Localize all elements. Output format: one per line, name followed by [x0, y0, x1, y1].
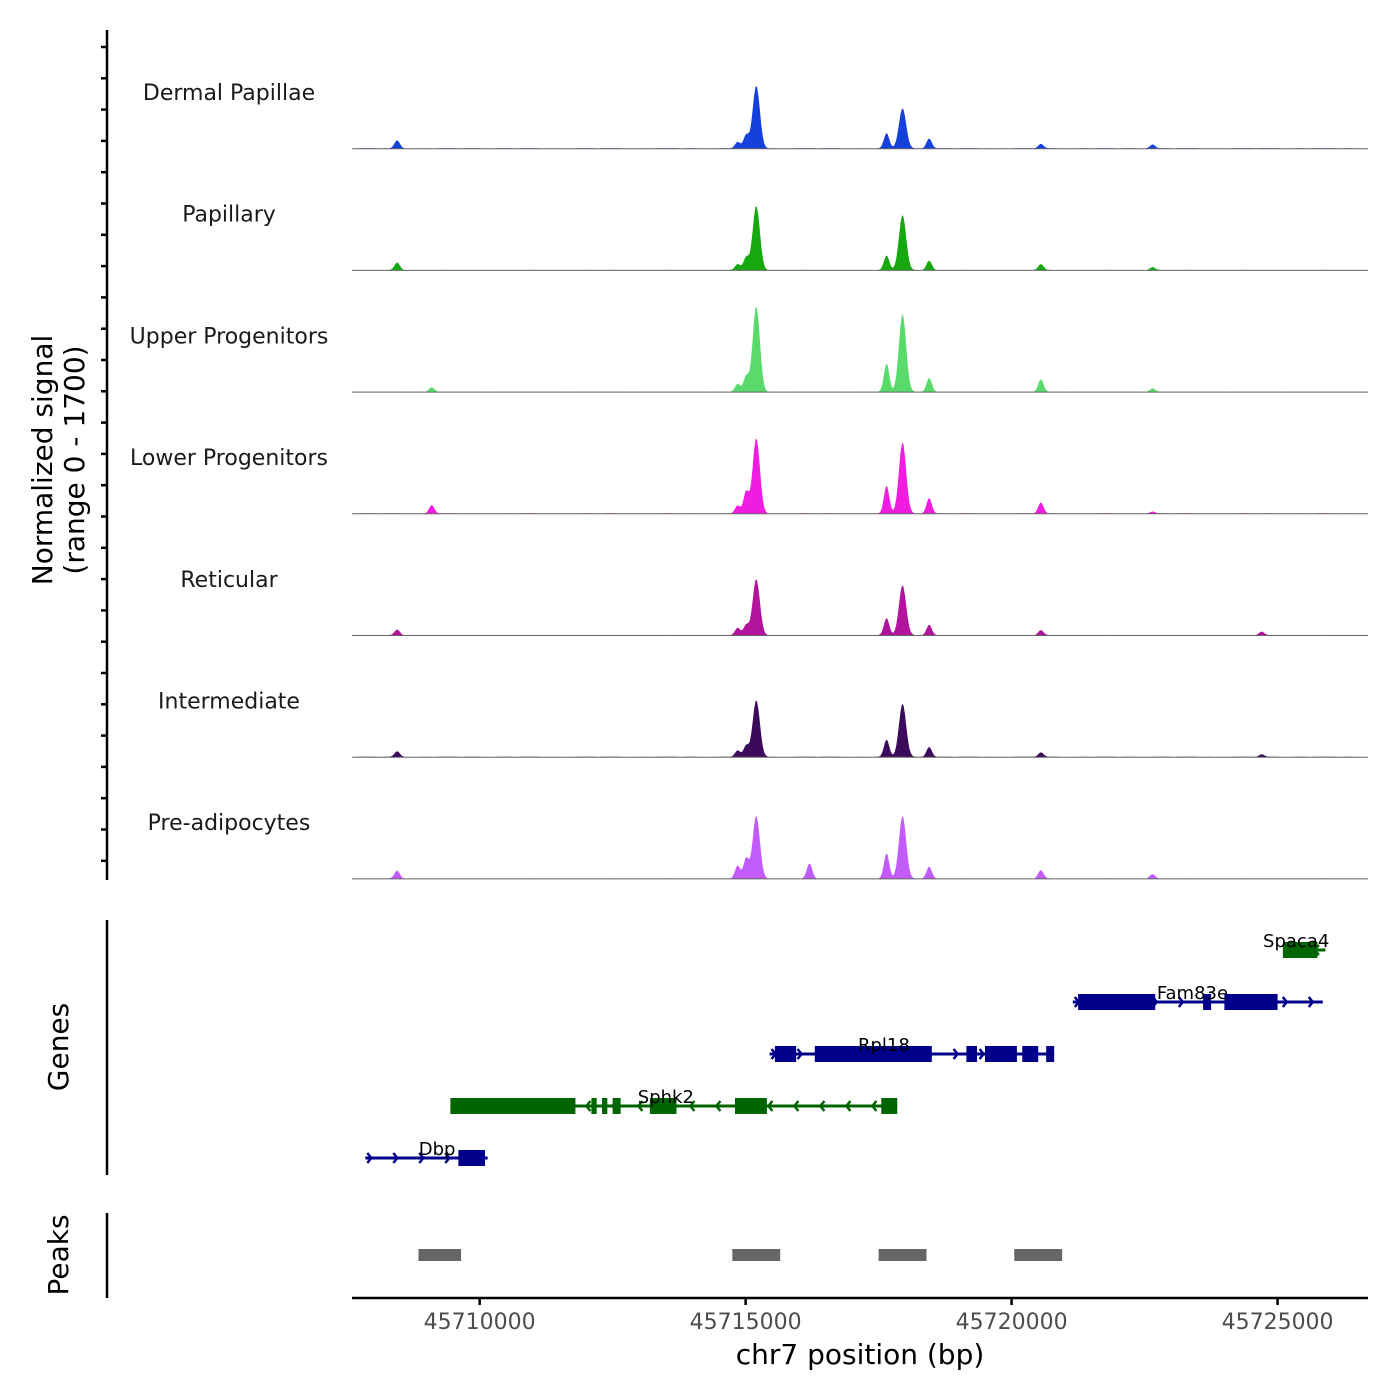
coverage-area: [352, 439, 1368, 514]
gene-spaca4: Spaca4: [1263, 931, 1329, 958]
gene-exon: [612, 1098, 621, 1114]
strand-arrow: [584, 1100, 592, 1112]
coverage-tracks: Dermal Papillae Papillary Upper Progenitor…: [130, 81, 1368, 880]
peaks-panel-title: Peaks: [42, 1214, 75, 1295]
gene-label: Sphk2: [638, 1087, 694, 1108]
y-axis-title-line2: (range 0 - 1700): [58, 345, 91, 574]
peak-region: [1014, 1249, 1063, 1261]
x-tick-label: 45725000: [1222, 1310, 1334, 1335]
track-reticular: Reticular: [180, 568, 1368, 636]
strand-arrow: [870, 1100, 878, 1112]
peak-region: [418, 1249, 462, 1261]
strand-arrow: [1307, 996, 1315, 1008]
strand-arrow: [688, 1100, 696, 1112]
strand-arrow: [1177, 996, 1185, 1008]
track-label: Intermediate: [158, 690, 300, 715]
gene-fam83e: Fam83e: [1072, 983, 1323, 1010]
gene-exon: [1203, 994, 1212, 1010]
gene-label: Fam83e: [1157, 983, 1228, 1004]
gene-exon: [649, 1098, 677, 1114]
track-label: Dermal Papillae: [143, 81, 315, 106]
gene-label: Spaca4: [1263, 931, 1329, 952]
gene-rpl18: Rpl18: [769, 1035, 1055, 1062]
coverage-area: [352, 700, 1368, 758]
coverage-area: [352, 86, 1368, 149]
x-tick-label: 45715000: [690, 1310, 802, 1335]
gene-exon: [1224, 994, 1278, 1010]
gene-exon: [966, 1046, 978, 1062]
x-tick-label: 45720000: [956, 1310, 1068, 1335]
strand-arrow: [796, 1048, 804, 1060]
gene-exon: [591, 1098, 597, 1114]
genes-panel-title-text: Genes: [42, 1003, 75, 1091]
gene-exon: [450, 1098, 576, 1114]
gene-exon: [1046, 1046, 1055, 1062]
track-label: Pre-adipocytes: [148, 811, 311, 836]
strand-arrow: [844, 1100, 852, 1112]
gene-label: Dbp: [419, 1139, 456, 1160]
gene-exon: [1282, 942, 1318, 958]
x-tick-label: 45710000: [424, 1310, 536, 1335]
gene-exon: [1022, 1046, 1039, 1062]
x-axis-title: chr7 position (bp): [736, 1338, 985, 1371]
gene-exon: [734, 1098, 767, 1114]
y-axis-title: Normalized signal: [26, 335, 59, 586]
strand-arrow: [978, 1048, 986, 1060]
x-axis-ticks: 45710000 45715000 45720000 45725000: [424, 1298, 1334, 1335]
track-label: Upper Progenitors: [130, 324, 329, 349]
gene-exon: [881, 1098, 898, 1114]
gene-exon: [1078, 994, 1156, 1010]
gene-exon: [602, 1098, 608, 1114]
gene-dbp: Dbp: [365, 1139, 488, 1166]
strand-arrow: [636, 1100, 644, 1112]
y-axis-title-line1: Normalized signal: [26, 335, 59, 586]
gene-exon: [774, 1046, 797, 1062]
coverage-area: [352, 579, 1368, 636]
track-label: Papillary: [182, 203, 276, 228]
strand-arrow: [766, 1100, 774, 1112]
strand-arrow: [714, 1100, 722, 1112]
strand-arrow: [392, 1152, 399, 1164]
coverage-area: [352, 307, 1368, 393]
track-label: Reticular: [180, 568, 278, 593]
track-upper-progenitors: Upper Progenitors: [130, 307, 1368, 393]
coverage-area: [352, 206, 1368, 271]
track-dermal-papillae: Dermal Papillae: [143, 81, 1368, 150]
strand-arrow: [418, 1152, 425, 1164]
genes-panel-title: Genes: [42, 1003, 75, 1091]
track-label: Lower Progenitors: [130, 446, 328, 471]
gene-annotations: Spaca4 Fam83e Rpl18 Sphk2 Dbp: [365, 931, 1329, 1166]
track-intermediate: Intermediate: [158, 690, 1368, 758]
track-lower-progenitors: Lower Progenitors: [130, 439, 1368, 515]
peak-regions: [418, 1249, 1063, 1261]
strand-arrow: [818, 1100, 826, 1112]
gene-sphk2: Sphk2: [450, 1087, 898, 1114]
peak-region: [878, 1249, 927, 1261]
strand-arrow: [952, 1048, 960, 1060]
strand-arrow: [792, 1100, 800, 1112]
strand-arrow: [444, 1152, 451, 1164]
peaks-panel-title-text: Peaks: [42, 1214, 75, 1295]
strand-arrow: [1281, 996, 1289, 1008]
gene-exon: [985, 1046, 1017, 1062]
coverage-area: [352, 816, 1368, 879]
strand-arrow: [366, 1152, 373, 1164]
peak-region: [732, 1249, 781, 1261]
track-pre-adipocytes: Pre-adipocytes: [148, 811, 1368, 880]
track-papillary: Papillary: [182, 203, 1368, 271]
coverage-y-ticks: [101, 45, 107, 863]
gene-exon: [814, 1046, 932, 1062]
y-axis-title-2: (range 0 - 1700): [58, 345, 91, 574]
gene-exon: [458, 1150, 485, 1166]
gene-label: Rpl18: [858, 1035, 910, 1056]
